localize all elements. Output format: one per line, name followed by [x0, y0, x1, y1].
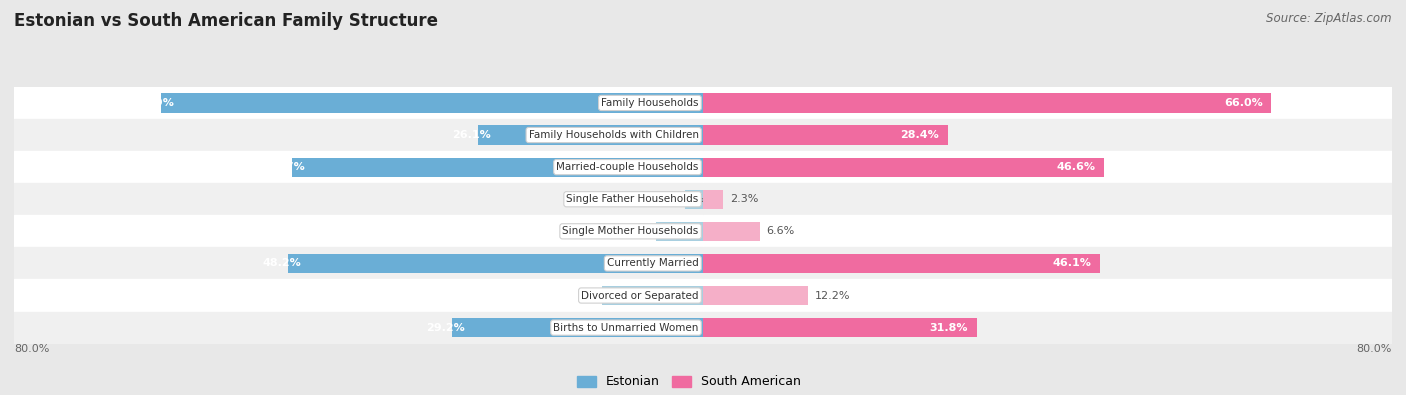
Bar	[703, 190, 723, 209]
Bar	[451, 318, 703, 337]
Bar	[703, 183, 1392, 215]
Bar	[14, 280, 703, 312]
Text: 2.3%: 2.3%	[730, 194, 758, 204]
Bar	[703, 280, 1392, 312]
Bar	[288, 254, 703, 273]
Text: Married-couple Households: Married-couple Households	[557, 162, 699, 172]
Text: 47.7%: 47.7%	[266, 162, 305, 172]
Text: 5.4%: 5.4%	[648, 226, 676, 236]
Bar	[14, 119, 703, 151]
Bar	[602, 286, 703, 305]
Bar	[703, 119, 1392, 151]
Bar	[703, 151, 1392, 183]
Text: Family Households: Family Households	[602, 98, 699, 108]
Text: 46.6%: 46.6%	[1057, 162, 1095, 172]
Text: 26.1%: 26.1%	[453, 130, 491, 140]
Text: 66.0%: 66.0%	[1225, 98, 1263, 108]
Bar	[14, 312, 703, 344]
Text: 31.8%: 31.8%	[929, 323, 969, 333]
Bar	[703, 215, 1392, 247]
Bar	[703, 158, 1104, 177]
Text: 11.7%: 11.7%	[593, 290, 628, 301]
Text: Currently Married: Currently Married	[607, 258, 699, 269]
Bar	[703, 93, 1271, 113]
Legend: Estonian, South American: Estonian, South American	[572, 371, 806, 393]
Text: 2.1%: 2.1%	[676, 194, 704, 204]
Bar	[703, 318, 977, 337]
Bar	[703, 254, 1099, 273]
Text: 62.9%: 62.9%	[135, 98, 174, 108]
Bar	[703, 126, 948, 145]
Text: 48.2%: 48.2%	[262, 258, 301, 269]
Text: 28.4%: 28.4%	[900, 130, 939, 140]
Bar	[162, 93, 703, 113]
Bar	[703, 312, 1392, 344]
Text: Family Households with Children: Family Households with Children	[529, 130, 699, 140]
Text: 12.2%: 12.2%	[815, 290, 851, 301]
Bar	[657, 222, 703, 241]
Text: Divorced or Separated: Divorced or Separated	[581, 290, 699, 301]
Bar	[14, 247, 703, 280]
Text: 80.0%: 80.0%	[14, 344, 49, 354]
Text: Single Mother Households: Single Mother Households	[562, 226, 699, 236]
Bar	[703, 222, 759, 241]
Bar	[703, 247, 1392, 280]
Text: Source: ZipAtlas.com: Source: ZipAtlas.com	[1267, 12, 1392, 25]
Bar	[14, 215, 703, 247]
Bar	[478, 126, 703, 145]
Bar	[292, 158, 703, 177]
Text: Single Father Households: Single Father Households	[567, 194, 699, 204]
Bar	[14, 183, 703, 215]
Text: 29.2%: 29.2%	[426, 323, 464, 333]
Text: 46.1%: 46.1%	[1053, 258, 1091, 269]
Bar	[703, 87, 1392, 119]
Text: Estonian vs South American Family Structure: Estonian vs South American Family Struct…	[14, 12, 439, 30]
Bar	[685, 190, 703, 209]
Text: 6.6%: 6.6%	[766, 226, 794, 236]
Bar	[14, 151, 703, 183]
Bar	[14, 87, 703, 119]
Bar	[703, 286, 808, 305]
Text: 80.0%: 80.0%	[1357, 344, 1392, 354]
Text: Births to Unmarried Women: Births to Unmarried Women	[554, 323, 699, 333]
